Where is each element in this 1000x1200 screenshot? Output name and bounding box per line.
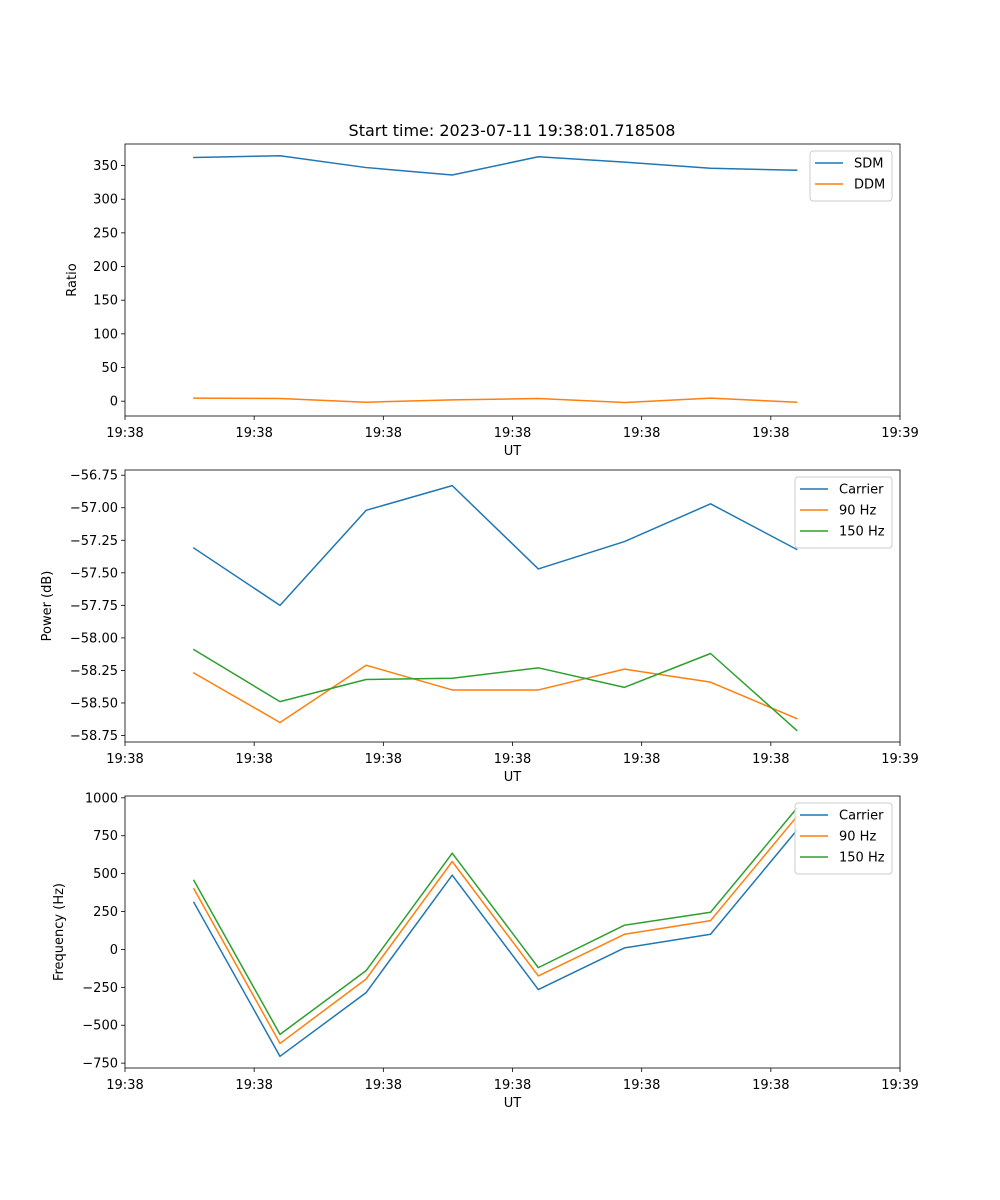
y-tick-label: 300 <box>93 193 118 208</box>
x-tick-label: 19:38 <box>623 752 660 767</box>
x-axis-label: UT <box>504 1096 522 1111</box>
y-axis-label: Power (dB) <box>40 571 55 642</box>
x-tick-label: 19:38 <box>365 752 402 767</box>
y-tick-label: −750 <box>82 1057 118 1072</box>
legend: Carrier 90 Hz 150 Hz <box>794 802 893 875</box>
x-tick-label: 19:38 <box>365 426 402 441</box>
x-tick-label: 19:38 <box>494 752 531 767</box>
x-tick-label: 19:38 <box>752 752 789 767</box>
chart-panel-2: 19:38 19:38 19:38 19:38 19:38 19:38 19:39 −58.7… <box>40 469 919 785</box>
y-tick-label: −58.75 <box>70 729 118 744</box>
legend: Carrier 90 Hz 150 Hz <box>794 476 893 549</box>
y-tick-label: 250 <box>93 905 118 920</box>
y-axis-label: Ratio <box>65 263 80 296</box>
legend-entry: 150 Hz <box>839 525 885 540</box>
y-tick-label: −250 <box>82 981 118 996</box>
x-tick-label: 19:39 <box>881 1078 918 1093</box>
y-tick-label: 150 <box>93 294 118 309</box>
y-tick-label: 200 <box>93 260 118 275</box>
y-tick-label: 100 <box>93 327 118 342</box>
y-tick-label: 50 <box>101 361 118 376</box>
y-tick-label: 1000 <box>85 791 118 806</box>
series-line-carrier <box>192 484 798 607</box>
y-tick-label: −58.00 <box>70 631 118 646</box>
y-tick-label: 0 <box>110 943 118 958</box>
series-line-carrier <box>192 829 798 1058</box>
legend-entry: 90 Hz <box>839 504 876 519</box>
x-tick-label: 19:39 <box>881 752 918 767</box>
series-line-90-hz <box>192 664 798 724</box>
legend-entry: 150 Hz <box>839 851 885 866</box>
x-tick-label: 19:38 <box>494 426 531 441</box>
x-tick-label: 19:38 <box>235 752 272 767</box>
chart-panel-3: 19:38 19:38 19:38 19:38 19:38 19:38 19:39 −750 −… <box>52 791 919 1111</box>
x-tick-label: 19:38 <box>494 1078 531 1093</box>
x-tick-label: 19:39 <box>881 426 918 441</box>
y-tick-label: 350 <box>93 159 118 174</box>
figure-title: Start time: 2023-07-11 19:38:01.718508 <box>349 121 676 140</box>
x-tick-label: 19:38 <box>752 426 789 441</box>
y-tick-label: −57.00 <box>70 501 118 516</box>
x-tick-label: 19:38 <box>235 426 272 441</box>
y-axis-label: Frequency (Hz) <box>52 883 67 981</box>
x-tick-label: 19:38 <box>106 426 143 441</box>
y-tick-label: 250 <box>93 226 118 241</box>
x-axis-label: UT <box>504 770 522 785</box>
y-tick-label: −57.75 <box>70 599 118 614</box>
x-tick-label: 19:38 <box>106 752 143 767</box>
x-tick-label: 19:38 <box>365 1078 402 1093</box>
y-tick-label: −57.25 <box>70 534 118 549</box>
legend-entry: SDM <box>854 157 883 172</box>
y-tick-label: −58.50 <box>70 696 118 711</box>
y-tick-label: −56.75 <box>70 469 118 484</box>
chart-panel-1: 19:38 19:38 19:38 19:38 19:38 19:38 19:39 0 50 10… <box>65 143 919 459</box>
x-tick-label: 19:38 <box>235 1078 272 1093</box>
series-line-90-hz <box>192 815 798 1045</box>
y-tick-label: −57.50 <box>70 566 118 581</box>
series-line-sdm <box>193 155 798 176</box>
series-line-150-hz <box>192 807 798 1036</box>
x-tick-label: 19:38 <box>752 1078 789 1093</box>
x-tick-label: 19:38 <box>623 426 660 441</box>
legend: SDM DDM <box>809 150 893 202</box>
y-tick-label: 500 <box>93 867 118 882</box>
legend-entry: Carrier <box>839 809 884 824</box>
y-tick-label: 0 <box>110 395 118 410</box>
series-line-ddm <box>193 397 798 404</box>
x-axis-label: UT <box>504 444 522 459</box>
series-line-150-hz <box>192 648 798 732</box>
legend-entry: Carrier <box>839 483 884 498</box>
x-tick-label: 19:38 <box>106 1078 143 1093</box>
y-tick-label: −58.25 <box>70 664 118 679</box>
legend-entry: DDM <box>854 178 885 193</box>
y-tick-label: 750 <box>93 829 118 844</box>
y-tick-label: −500 <box>82 1019 118 1034</box>
x-tick-label: 19:38 <box>623 1078 660 1093</box>
legend-entry: 90 Hz <box>839 830 876 845</box>
